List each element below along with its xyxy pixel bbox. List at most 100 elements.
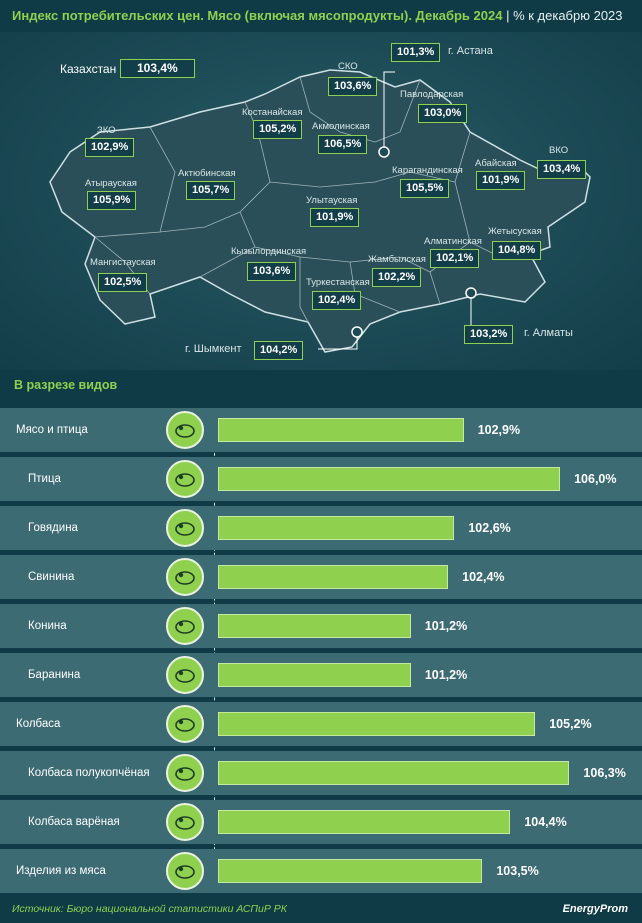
value-label: 101,2%	[424, 619, 468, 633]
bar	[218, 565, 449, 589]
city-value-shymkent: 104,2%	[254, 341, 304, 360]
title-separator: |	[506, 8, 514, 23]
category-label: Говядина	[28, 522, 78, 534]
city-value-almaty: 103,2%	[464, 325, 514, 344]
steak-icon	[166, 411, 204, 449]
footer: Источник: Бюро национальной статистики А…	[0, 895, 642, 923]
region-label-mangistau: Мангистауская	[90, 257, 156, 268]
bar	[218, 663, 411, 687]
region-value-vko: 103,4%	[537, 160, 587, 179]
category-label: Изделия из мяса	[16, 865, 106, 877]
region-value-mangistau: 102,5%	[98, 273, 148, 292]
region-value-atyrau: 105,9%	[87, 191, 137, 210]
shymkent-marker	[351, 326, 363, 338]
region-label-pavlodar: Павлодарская	[400, 89, 464, 100]
region-label-karaganda: Карагандинская	[392, 165, 463, 176]
region-label-zhetysu: Жетысуская	[488, 226, 542, 237]
chart-row: Баранина 101,2%	[0, 653, 642, 697]
bar	[218, 516, 455, 540]
bar	[218, 810, 511, 834]
region-label-zhambyl: Жамбылская	[368, 254, 426, 265]
region-value-pavlodar: 103,0%	[418, 104, 468, 123]
boiled-sausage-icon	[166, 803, 204, 841]
chart-row: Птица 106,0%	[0, 457, 642, 501]
country-value: 103,4%	[120, 59, 195, 78]
region-value-zko: 102,9%	[85, 138, 135, 157]
region-label-abai: Абайская	[475, 158, 517, 169]
smoked-sausage-icon	[166, 754, 204, 792]
region-label-aktobe: Актюбинская	[178, 168, 236, 179]
region-label-atyrau: Атырауская	[85, 178, 137, 189]
rooster-icon	[166, 460, 204, 498]
value-label: 105,2%	[549, 717, 592, 731]
region-value-turkestan: 102,4%	[312, 291, 362, 310]
value-label: 102,6%	[468, 521, 511, 535]
chart-row: Говядина 102,6%	[0, 506, 642, 550]
kazakhstan-map: Казахстан 103,4% СКО 103,6% Костанайская…	[0, 32, 642, 370]
horse-icon	[166, 607, 204, 645]
title-main: Индекс потребительских цен. Мясо (включа…	[12, 8, 503, 23]
section-title: В разрезе видов	[0, 370, 642, 400]
region-value-kostanay: 105,2%	[253, 120, 303, 139]
category-label: Колбаса варёная	[28, 816, 120, 828]
value-label: 106,3%	[583, 766, 626, 780]
axis-dashed-line	[214, 408, 215, 890]
bar	[218, 761, 570, 785]
region-value-sko: 103,6%	[328, 77, 378, 96]
chart-row: Свинина 102,4%	[0, 555, 642, 599]
value-label: 106,0%	[574, 472, 617, 486]
bar	[218, 712, 536, 736]
region-value-akmola: 106,5%	[318, 135, 368, 154]
meat-products-icon	[166, 852, 204, 890]
category-label: Птица	[28, 473, 61, 485]
bar	[218, 859, 483, 883]
value-label: 103,5%	[496, 864, 539, 878]
bar	[218, 467, 561, 491]
region-label-almaty-region: Алматинская	[424, 236, 482, 247]
region-value-almaty-region: 102,1%	[430, 249, 480, 268]
source-note: Источник: Бюро национальной статистики А…	[12, 903, 287, 915]
chart-row: Конина 101,2%	[0, 604, 642, 648]
chart-row: Изделия из мяса 103,5%	[0, 849, 642, 893]
region-label-zko: ЗКО	[97, 125, 116, 136]
region-label-sko: СКО	[338, 61, 358, 72]
brand-logo: EnergyProm	[562, 903, 628, 915]
bar	[218, 418, 464, 442]
chart-row: Мясо и птица 102,9%	[0, 408, 642, 452]
category-label: Баранина	[28, 669, 81, 681]
chart-title: Индекс потребительских цен. Мясо (включа…	[0, 0, 642, 32]
category-label: Конина	[28, 620, 67, 632]
value-label: 102,9%	[477, 423, 521, 437]
chart-row: Колбаса полукопчёная 106,3%	[0, 751, 642, 795]
city-value-astana: 101,3%	[391, 43, 441, 62]
region-label-ulytau: Улытауская	[306, 195, 358, 206]
category-label: Свинина	[28, 571, 75, 583]
category-label: Колбаса	[16, 718, 61, 730]
region-label-vko: ВКО	[549, 145, 569, 156]
region-value-zhambyl: 102,2%	[372, 268, 422, 287]
value-label: 104,4%	[524, 815, 567, 829]
region-value-kyzylorda: 103,6%	[247, 262, 297, 281]
bar	[218, 614, 411, 638]
region-label-kyzylorda: Кызылординская	[231, 246, 307, 257]
value-label: 102,4%	[462, 570, 505, 584]
chart-row: Колбаса варёная 104,4%	[0, 800, 642, 844]
category-label: Мясо и птица	[16, 424, 88, 436]
region-value-zhetysu: 104,8%	[492, 241, 542, 260]
pig-icon	[166, 558, 204, 596]
category-label: Колбаса полукопчёная	[28, 767, 150, 779]
value-label: 101,2%	[424, 668, 468, 682]
region-value-aktobe: 105,7%	[186, 181, 236, 200]
city-label-shymkent: г. Шымкент	[185, 343, 242, 355]
region-label-turkestan: Туркестанская	[306, 277, 370, 288]
city-label-astana: г. Астана	[448, 45, 493, 57]
region-value-abai: 101,9%	[476, 171, 526, 190]
astana-marker	[378, 146, 390, 158]
region-value-ulytau: 101,9%	[310, 208, 360, 227]
chart-row: Колбаса 105,2%	[0, 702, 642, 746]
almaty-marker	[465, 287, 477, 299]
city-label-almaty: г. Алматы	[524, 327, 573, 339]
title-unit: % к декабрю 2023	[513, 8, 623, 23]
region-value-karaganda: 105,5%	[400, 179, 450, 198]
sheep-icon	[166, 656, 204, 694]
